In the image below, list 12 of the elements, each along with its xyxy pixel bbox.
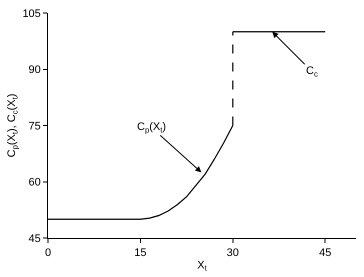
x-tick-label: 45 [319, 247, 332, 260]
y-tick-label: 60 [28, 176, 41, 189]
y-tick-label: 45 [28, 232, 41, 245]
x-tick-label: 30 [226, 247, 239, 260]
x-tick-label: 15 [134, 247, 147, 260]
annotation: C$_{c}$ [306, 65, 318, 78]
y-tick-label: 90 [28, 64, 41, 76]
x-tick-label: 0 [44, 247, 52, 260]
x-axis-title: X$_{t}$ [197, 259, 208, 273]
y-tick-label: 75 [28, 120, 41, 132]
y-tick-label: 105 [22, 8, 41, 20]
annotation: C$_{p}$(X$_{t}$) [137, 121, 166, 134]
